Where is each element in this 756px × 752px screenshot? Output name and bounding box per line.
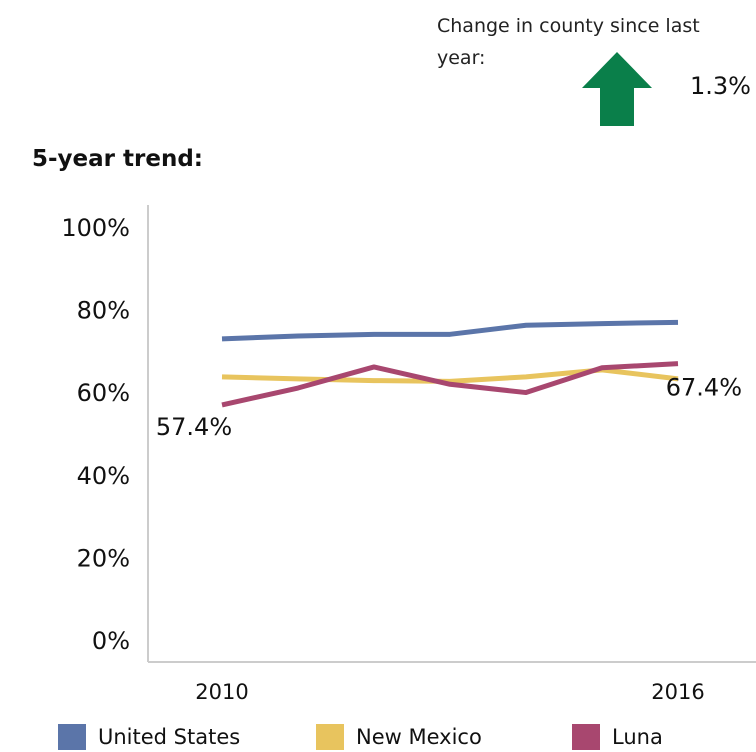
y-tick-label: 20%: [77, 544, 130, 572]
data-label: 57.4%: [156, 413, 232, 441]
y-tick-label: 40%: [77, 462, 130, 490]
annotation: Change in county since last year:: [437, 15, 700, 69]
legend-label: Luna: [612, 725, 663, 749]
legend-swatch: [316, 724, 344, 750]
subtitle: 5-year trend:: [32, 146, 203, 172]
x-tick-label: 2016: [651, 680, 704, 704]
data-label: 67.4%: [666, 374, 742, 402]
legend-swatch: [58, 724, 86, 750]
change-value: 1.3%: [690, 72, 751, 100]
legend-swatch: [572, 724, 600, 750]
series-line: [221, 319, 679, 342]
series-line: [221, 361, 679, 408]
legend-label: United States: [98, 725, 240, 749]
legend-label: New Mexico: [356, 725, 482, 749]
y-tick-label: 60%: [77, 379, 130, 407]
up-arrow: [582, 52, 652, 126]
y-tick-label: 100%: [61, 214, 130, 242]
y-tick-label: 0%: [92, 627, 130, 655]
series-line: [221, 367, 679, 384]
x-tick-label: 2010: [195, 680, 248, 704]
y-tick-label: 80%: [77, 297, 130, 325]
